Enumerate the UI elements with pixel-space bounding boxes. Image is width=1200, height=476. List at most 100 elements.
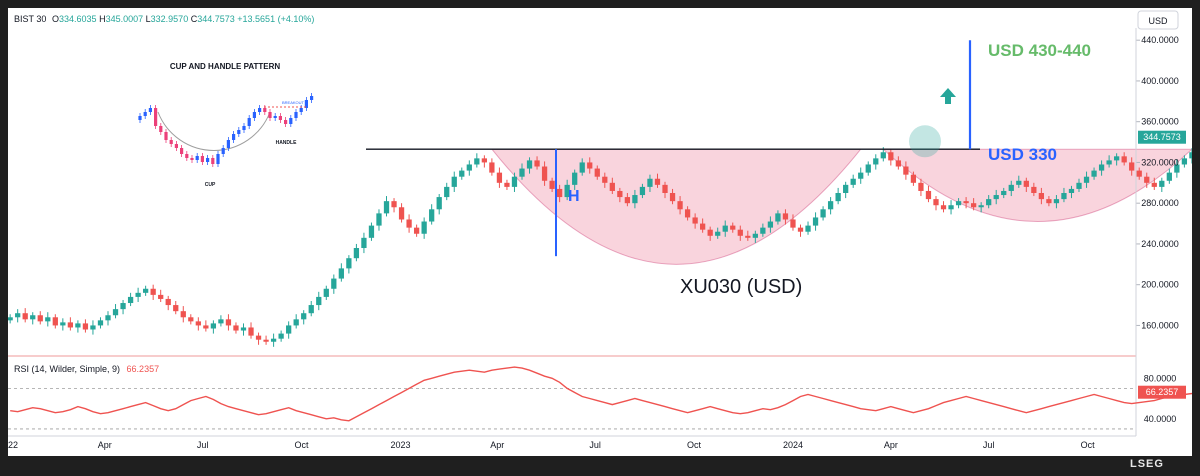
candle-body — [8, 317, 13, 321]
candle-body — [1053, 199, 1060, 204]
candle-body — [383, 201, 390, 214]
candle-body — [617, 190, 623, 198]
candle-body — [398, 207, 405, 220]
candle-body — [790, 219, 796, 228]
candle-body — [978, 205, 984, 208]
candle-body — [556, 188, 563, 198]
inset-cup-arc — [157, 111, 271, 151]
inset-candle-body — [278, 116, 282, 120]
price-tick-label: 360.0000 — [1141, 117, 1179, 127]
inset-candle-body — [310, 96, 314, 100]
inset-candle-body — [164, 132, 168, 140]
candle-body — [60, 322, 66, 326]
inset-candle-body — [294, 112, 298, 118]
candle-body — [105, 315, 111, 321]
candle-body — [429, 209, 435, 222]
inset-candle-body — [258, 108, 262, 112]
inset-candle-body — [148, 108, 152, 112]
ohlc-close: 344.7573 — [197, 14, 235, 24]
candle-body — [722, 225, 728, 232]
candle-body — [895, 160, 901, 167]
rsi-tick-label: 80.0000 — [1144, 373, 1177, 383]
time-tick-label: Apr — [98, 440, 112, 450]
candle-body — [286, 325, 292, 334]
candle-body — [624, 197, 631, 204]
inset-candle-body — [190, 158, 194, 160]
candle-body — [1023, 180, 1029, 187]
candle-body — [609, 182, 615, 191]
inset-candle-body — [143, 112, 147, 116]
chart-frame: BIST 30 O334.6035 H345.0007 L332.9570 C3… — [8, 8, 1192, 456]
candle-body — [865, 164, 871, 173]
inset-candle-body — [268, 112, 272, 118]
candle-body — [715, 231, 721, 236]
candle-body — [572, 172, 578, 185]
candle-body — [745, 235, 751, 238]
inset-candle-body — [252, 112, 256, 118]
candle-body — [662, 184, 668, 193]
candle-body — [338, 268, 344, 279]
candle-body — [925, 190, 932, 200]
candle-body — [782, 213, 789, 220]
inset-candle-body — [169, 140, 173, 144]
time-tick-label: Oct — [1081, 440, 1096, 450]
candle-body — [511, 176, 518, 187]
candle-body — [805, 225, 811, 232]
header-ohlc: O334.6035 H345.0007 L332.9570 C344.7573 … — [52, 14, 314, 24]
candle-body — [52, 317, 58, 326]
candle-body — [233, 325, 239, 331]
candle-body — [323, 288, 329, 297]
candle-body — [240, 327, 247, 331]
inset-candle-body — [138, 116, 142, 120]
candle-body — [1098, 164, 1105, 171]
candle-body — [376, 213, 382, 226]
candle-body — [549, 180, 555, 189]
candle-body — [1136, 170, 1142, 177]
candle-body — [361, 237, 367, 249]
candle-body — [481, 158, 487, 163]
inset-breakout-label: BREAKOUT — [282, 100, 305, 105]
candle-body — [1151, 182, 1157, 187]
candle-body — [918, 182, 924, 191]
inset-candle-body — [284, 120, 288, 124]
candle-body — [255, 335, 262, 340]
candle-body — [835, 193, 841, 202]
candle-body — [873, 158, 879, 165]
candle-body — [180, 311, 186, 318]
candle-body — [504, 182, 510, 187]
price-tick-label: 280.0000 — [1141, 198, 1179, 208]
time-tick-label: Apr — [884, 440, 898, 450]
candle-body — [97, 320, 104, 326]
inset-candle-body — [195, 156, 199, 160]
candle-body — [1008, 184, 1014, 191]
time-tick-label: 2023 — [390, 440, 410, 450]
candle-body — [948, 205, 954, 210]
time-tick-label: Oct — [295, 440, 310, 450]
candle-body — [647, 178, 653, 187]
candle-body — [368, 225, 375, 238]
candle-body — [1114, 156, 1120, 161]
candle-body — [797, 227, 804, 232]
candle-body — [970, 203, 977, 208]
candle-body — [993, 195, 999, 200]
currency-button[interactable] — [1137, 10, 1179, 30]
candle-body — [165, 298, 171, 306]
candle-body — [143, 288, 149, 293]
header-symbol: BIST 30 — [14, 14, 46, 24]
candle-body — [406, 219, 412, 228]
rsi-tick-label: 40.0000 — [1144, 414, 1177, 424]
inset-candle-body — [226, 140, 230, 148]
candle-body — [293, 319, 299, 326]
candle-body — [15, 313, 21, 318]
candle-body — [1076, 182, 1082, 189]
candle-body — [707, 229, 713, 236]
candle-body — [112, 309, 119, 316]
inset-candle-body — [273, 116, 277, 118]
candle-body — [270, 338, 277, 342]
candle-body — [459, 170, 465, 177]
inset-candle-body — [200, 156, 204, 162]
candle-body — [910, 174, 917, 183]
candle-body — [451, 176, 457, 187]
candle-body — [1046, 199, 1052, 204]
last-price-tag: 344.7573 — [1138, 130, 1186, 144]
